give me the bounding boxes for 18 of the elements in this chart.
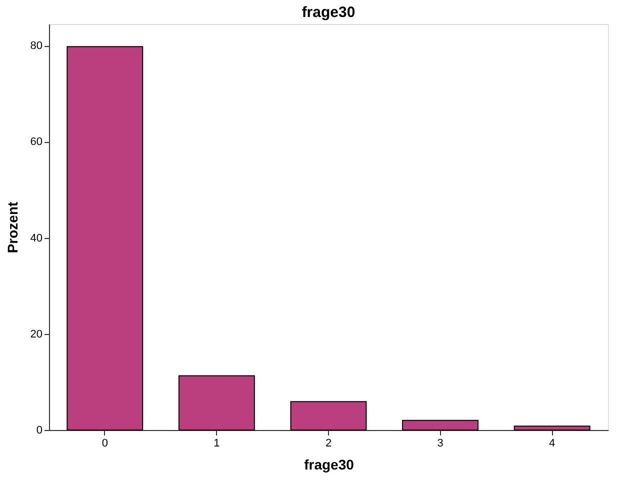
y-tick-label: 60 [30, 136, 42, 148]
x-tick-label: 3 [437, 438, 444, 450]
y-tick-label: 20 [30, 328, 42, 340]
y-tick-label: 80 [30, 40, 42, 52]
y-axis-title: Prozent [4, 201, 20, 254]
y-tick-label: 40 [30, 232, 42, 244]
x-tick-label: 4 [549, 438, 556, 450]
bar [514, 426, 590, 430]
x-tick-label: 2 [325, 438, 332, 450]
x-axis-title: frage30 [304, 456, 354, 472]
x-tick-label: 0 [102, 438, 108, 450]
chart-title: frage30 [302, 4, 356, 21]
bar [402, 420, 479, 430]
bar [290, 401, 367, 430]
bar [178, 375, 255, 430]
x-tick-label: 1 [214, 438, 220, 450]
bar [66, 46, 144, 430]
y-tick-label: 0 [36, 424, 42, 436]
